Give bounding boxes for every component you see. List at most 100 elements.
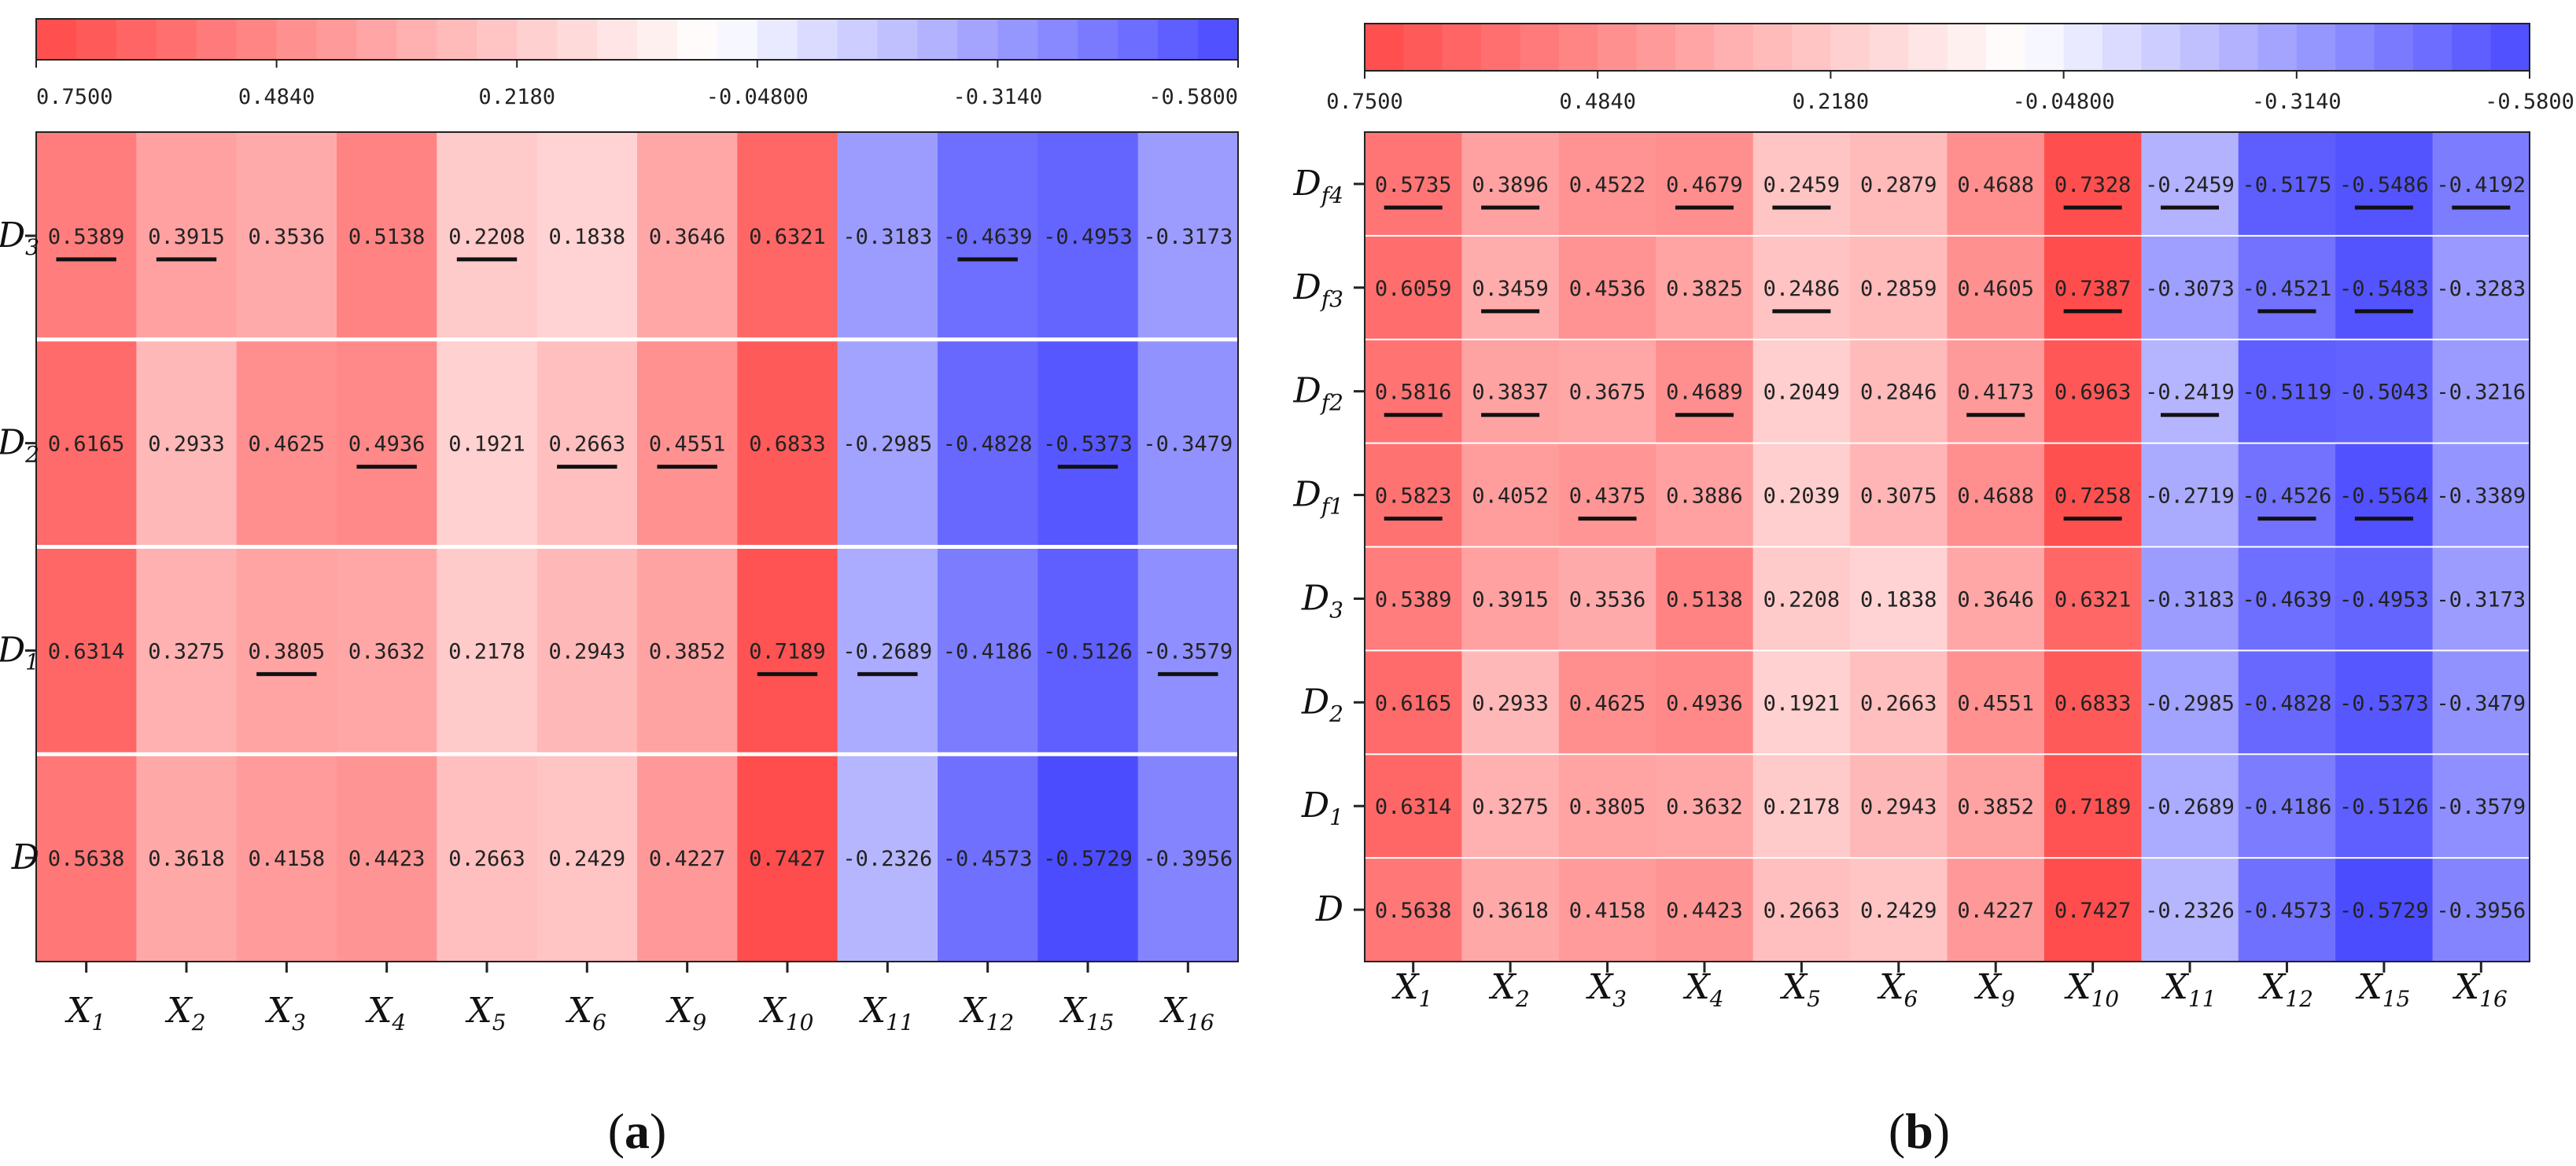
column-label: X5 <box>465 991 506 1035</box>
colorbar-segment <box>156 19 197 60</box>
heatmap-cell <box>2141 546 2239 651</box>
cell-value: 0.4936 <box>348 432 426 457</box>
colorbar-segment <box>477 19 518 60</box>
column-label: X1 <box>64 991 105 1035</box>
cell-value: 0.3896 <box>1472 173 1549 197</box>
heatmap-cell <box>1558 443 1657 547</box>
heatmap-cell <box>938 132 1038 340</box>
cell-value: 0.2943 <box>549 639 626 664</box>
heatmap-cell <box>2043 546 2142 651</box>
cell-value: 0.6963 <box>2055 381 2132 405</box>
heatmap-cell <box>1461 339 1560 444</box>
row-label: D1 <box>0 630 39 675</box>
heatmap-cell <box>2238 235 2336 340</box>
colorbar-segment <box>1198 19 1239 60</box>
column-label: X11 <box>2161 967 2217 1012</box>
heatmap-cell <box>1752 754 1851 859</box>
cell-value: 0.3852 <box>1957 795 2034 819</box>
colorbar-segment <box>1869 24 1909 71</box>
row-label: Df1 <box>1293 475 1343 520</box>
cell-value: 0.4158 <box>249 847 326 871</box>
row-label: Df3 <box>1293 267 1343 312</box>
cell-value: 0.6165 <box>48 432 125 457</box>
cell-value: -0.5483 <box>2339 277 2429 301</box>
colorbar-segment <box>2374 24 2414 71</box>
heatmap-cell <box>1365 235 1462 340</box>
heatmap-cell <box>2141 650 2239 755</box>
cell-value: -0.5373 <box>1043 432 1133 457</box>
cell-value: 0.3805 <box>1569 795 1646 819</box>
heatmap-cell <box>2432 546 2530 651</box>
heatmap-cell <box>1752 443 1851 547</box>
heatmap-cell <box>1850 339 1948 444</box>
heatmap-cell <box>536 754 638 962</box>
heatmap-cell <box>2335 546 2434 651</box>
cell-value: 0.5138 <box>1666 587 1743 612</box>
cell-value: 0.2178 <box>1763 795 1841 819</box>
heatmap-cell <box>1947 650 2045 755</box>
heatmap-cell <box>1850 650 1948 755</box>
panel-label: (a) <box>608 1103 667 1159</box>
colorbar-segment <box>1830 24 1870 71</box>
colorbar-tick-label: 0.4840 <box>238 85 315 109</box>
heatmap-cell <box>1850 132 1948 237</box>
colorbar-segment <box>437 19 477 60</box>
colorbar-segment <box>2452 24 2492 71</box>
heatmap-cell <box>2043 650 2142 755</box>
colorbar-segment <box>356 19 397 60</box>
colorbar-segment <box>1520 24 1560 71</box>
cell-value: 0.3805 <box>249 639 326 664</box>
heatmap-cell <box>1365 546 1462 651</box>
heatmap-cell <box>1656 754 1754 859</box>
cell-value: 0.7189 <box>749 639 826 664</box>
cell-value: 0.3646 <box>649 225 726 249</box>
heatmap-cell <box>2141 132 2239 237</box>
cell-value: 0.4551 <box>1957 691 2034 715</box>
cell-value: 0.7189 <box>2055 795 2132 819</box>
heatmap-cell <box>36 339 137 547</box>
colorbar-segment <box>1078 19 1118 60</box>
heatmap-cell <box>737 546 838 755</box>
heatmap-cell <box>1037 339 1139 547</box>
column-label: X10 <box>759 991 814 1035</box>
cell-value: -0.5126 <box>2339 795 2429 819</box>
heatmap-cell <box>2043 132 2142 237</box>
heatmap-cell <box>1656 235 1754 340</box>
colorbar-tick-label: 0.7500 <box>1326 90 1403 114</box>
row-label: D2 <box>1301 682 1343 726</box>
colorbar-segment <box>1714 24 1754 71</box>
cell-value: 0.3075 <box>1860 484 1937 509</box>
column-label: X16 <box>1159 991 1214 1035</box>
cell-value: 0.5823 <box>1375 484 1452 509</box>
heatmap-cell <box>1037 546 1139 755</box>
heatmap-cell <box>837 546 938 755</box>
heatmap-cell <box>637 132 738 340</box>
colorbar-segment <box>676 19 718 60</box>
heatmap-cell <box>1947 754 2045 859</box>
heatmap-cell <box>536 339 638 547</box>
colorbar-segment <box>1792 24 1831 71</box>
cell-value: 0.1838 <box>1860 587 1937 612</box>
cell-value: 0.3618 <box>1472 899 1549 923</box>
heatmap-cell <box>1137 546 1239 755</box>
heatmap-cell <box>337 339 437 547</box>
column-label: X11 <box>859 991 914 1035</box>
cell-value: 0.4605 <box>1957 277 2034 301</box>
heatmap-cell <box>1850 546 1948 651</box>
cell-value: 0.3632 <box>348 639 426 664</box>
colorbar-tick-label: -0.5800 <box>2485 90 2574 114</box>
heatmap-cell <box>1365 754 1462 859</box>
cell-value: -0.3956 <box>2436 899 2526 923</box>
heatmap-cell <box>1558 546 1657 651</box>
colorbar-tick-label: -0.04800 <box>706 85 809 109</box>
cell-value: -0.4573 <box>2242 899 2332 923</box>
cell-value: 0.3915 <box>148 225 225 249</box>
heatmap-cell <box>1137 754 1239 962</box>
heatmap-cell <box>1137 339 1239 547</box>
cell-value: 0.2208 <box>1763 587 1841 612</box>
cell-value: -0.4521 <box>2242 277 2332 301</box>
colorbar-segment <box>316 19 358 60</box>
colorbar: 0.7500 0.4840 0.2180 -0.04800 -0.3140 -0.5800 <box>35 18 1239 109</box>
heatmap-cell <box>1461 132 1560 237</box>
heatmap-cell <box>36 546 137 755</box>
